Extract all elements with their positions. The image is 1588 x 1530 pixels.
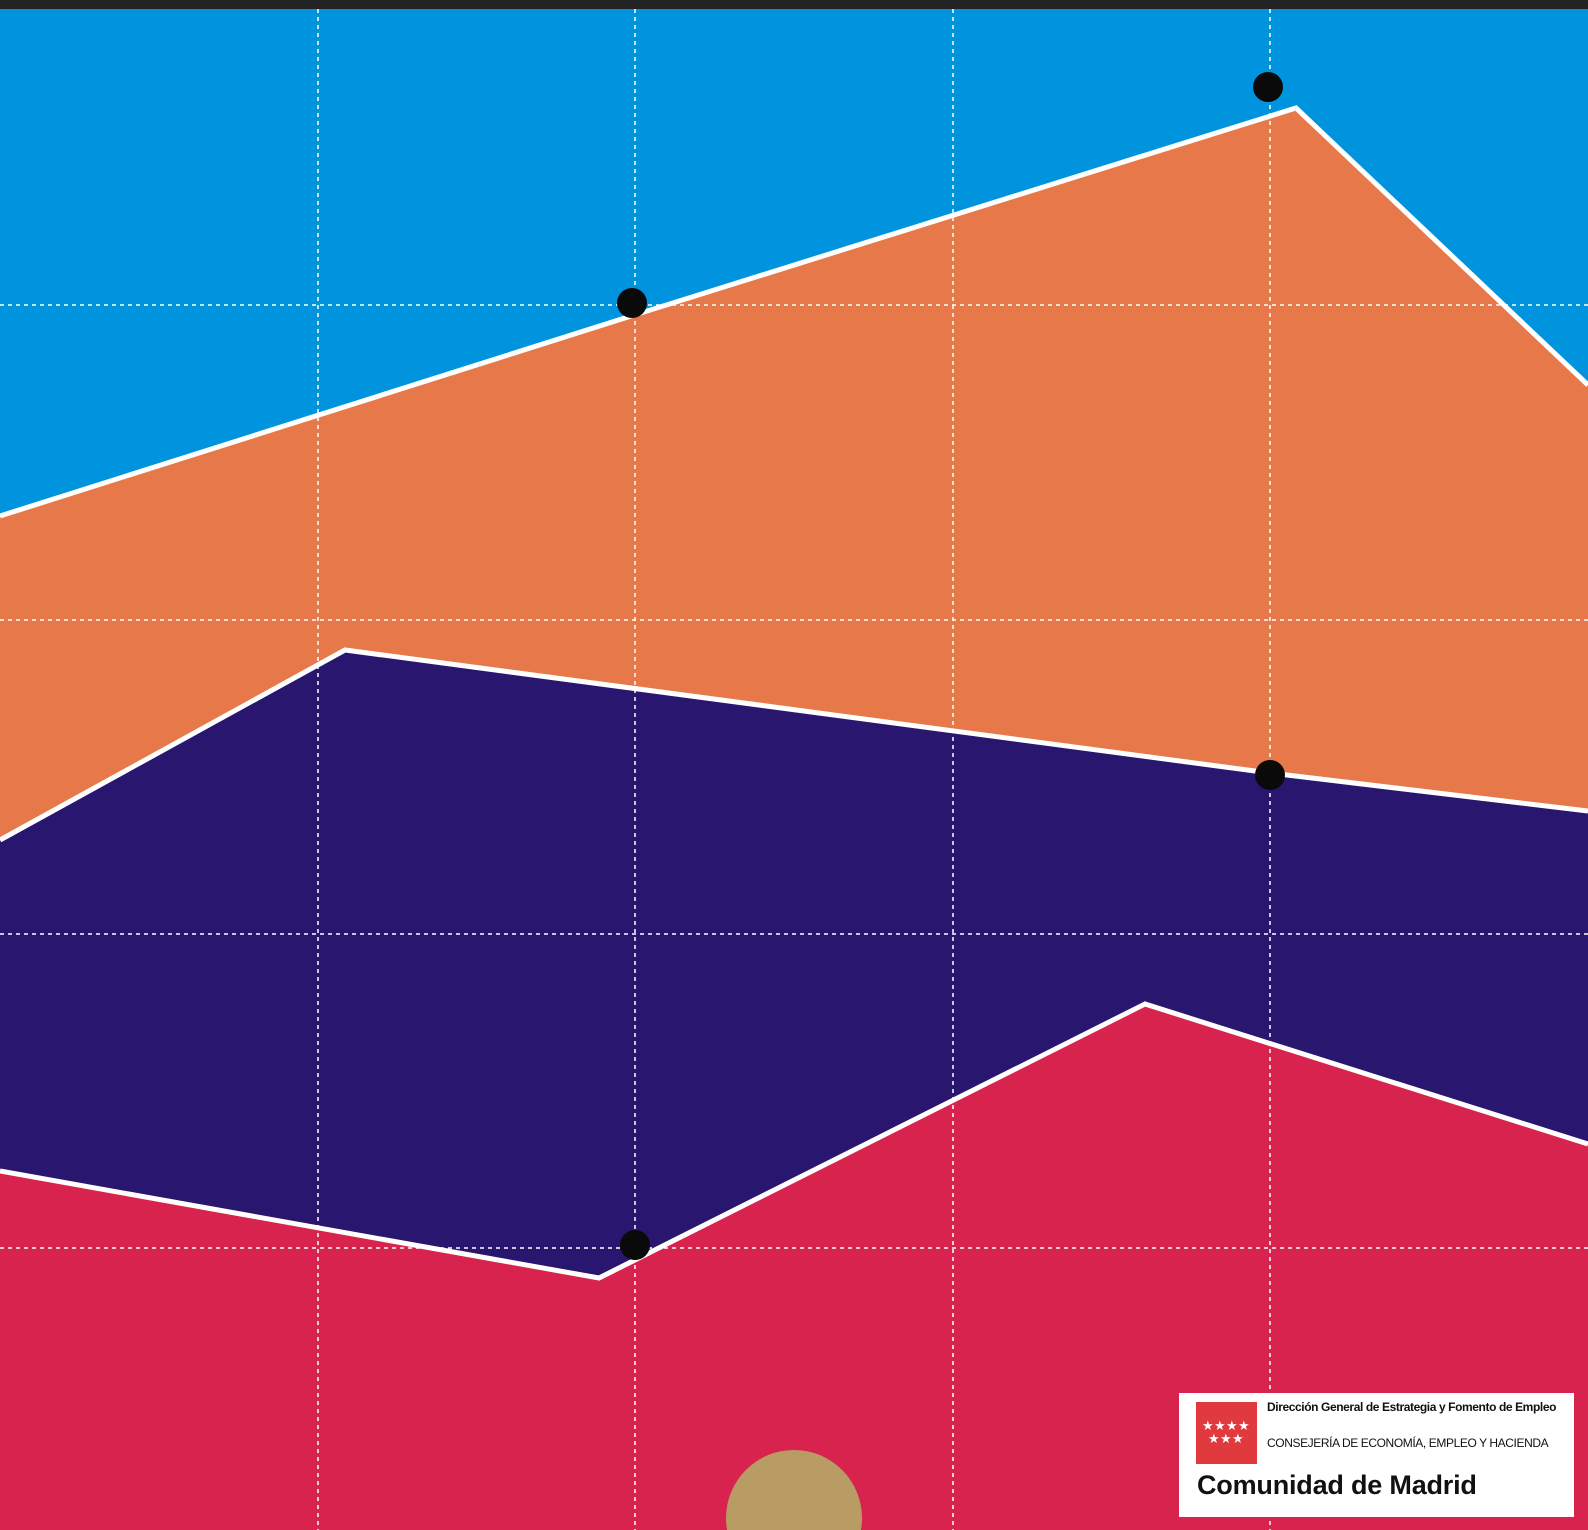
star-icon: ★	[1202, 1419, 1214, 1434]
star-icon: ★	[1214, 1419, 1226, 1434]
region-name: Comunidad de Madrid	[1197, 1470, 1477, 1500]
star-icon: ★	[1238, 1419, 1250, 1434]
marker-dot	[617, 288, 647, 318]
abstract-band-graphic	[0, 9, 1588, 1530]
marker-dot	[620, 1230, 650, 1260]
directorate-text: Dirección General de Estrategia y Foment…	[1267, 1400, 1557, 1414]
marker-dot	[1255, 760, 1285, 790]
star-icon: ★	[1232, 1432, 1244, 1447]
star-icon: ★	[1226, 1419, 1238, 1434]
comunidad-de-madrid-logo: ★ ★ ★ ★ ★ ★ ★ Dirección General de Estra…	[1179, 1393, 1574, 1517]
star-icon: ★	[1220, 1432, 1232, 1447]
madrid-flag-icon: ★ ★ ★ ★ ★ ★ ★	[1196, 1402, 1257, 1464]
ministry-text: CONSEJERÍA DE ECONOMÍA, EMPLEO Y HACIEND…	[1267, 1436, 1549, 1450]
top-dark-bar	[0, 0, 1588, 9]
star-icon: ★	[1208, 1432, 1220, 1447]
band-divider-lines	[0, 105, 1588, 1281]
marker-dot	[1253, 72, 1283, 102]
gold-semicircle	[726, 1450, 862, 1530]
